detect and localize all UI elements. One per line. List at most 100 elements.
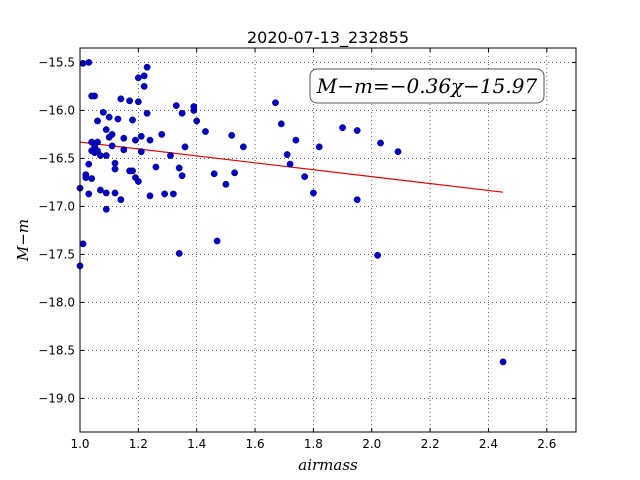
data-point [117,95,125,103]
data-point [213,237,221,245]
data-point [283,151,291,158]
data-point [394,148,402,156]
data-point [143,109,151,117]
data-point [114,115,122,123]
data-point [134,74,142,82]
data-point [108,130,116,138]
data-point [102,189,110,197]
data-point [146,136,154,144]
y-tick-label: −18.5 [38,343,75,357]
x-tick-label: 1.8 [304,437,323,451]
data-point [120,134,128,142]
data-point [178,172,186,180]
y-tick-label: −15.5 [38,55,75,69]
data-point [132,136,139,144]
x-tick-label: 2.2 [421,437,440,451]
data-point [292,136,300,144]
x-tick-label: 1.6 [246,437,265,451]
data-point [140,72,148,80]
x-tick-label: 1.0 [70,437,89,451]
data-point [79,240,87,248]
data-point [181,143,189,151]
data-point [353,196,361,204]
y-tick-label: −16.5 [38,151,75,165]
data-point [152,163,160,171]
data-point [339,124,346,132]
data-point [286,160,294,168]
data-point [146,192,154,200]
data-point [91,92,98,100]
data-point [140,83,148,90]
y-tick-label: −17.5 [38,247,75,261]
data-point [167,152,174,159]
data-point [158,130,166,138]
x-tick-label: 2.6 [537,437,556,451]
data-point [175,164,183,172]
x-axis-label: airmass [298,456,358,474]
fit-equation-annotation: M−m=−0.36χ−15.97 [316,74,538,98]
annotation-frame [309,68,545,104]
data-point [94,117,101,125]
data-point [143,63,151,71]
data-point [353,127,361,134]
data-point [499,358,507,366]
data-point [111,159,119,167]
data-point [102,126,110,134]
data-points [76,59,507,366]
data-point [272,99,279,107]
data-point [102,152,110,159]
data-point [137,132,145,140]
data-point [85,160,93,168]
data-point [377,139,384,147]
data-point [111,165,119,173]
data-point [111,189,119,197]
x-tick-label: 1.2 [129,437,148,451]
data-point [97,152,104,159]
data-point [102,205,110,213]
y-tick-label: −19.0 [38,391,75,405]
data-point [129,116,136,124]
data-point [85,190,93,198]
data-point [190,103,198,110]
y-tick-label: −18.0 [38,295,75,309]
data-point [97,186,104,194]
y-tick-label: −16.0 [38,103,75,117]
data-point [210,170,218,178]
data-point [88,175,96,182]
x-tick-label: 2.0 [362,437,381,451]
chart-title: 2020-07-13_232855 [247,28,409,48]
data-point [172,102,180,110]
data-point [315,143,323,151]
data-point [108,142,116,150]
annotation-box: M−m=−0.36χ−15.97 [309,68,545,104]
data-point [117,196,125,204]
data-point [137,148,145,156]
data-point [85,59,93,66]
data-point [310,189,317,197]
data-point [374,251,381,259]
data-point [277,120,285,128]
data-point [79,59,87,67]
data-point [169,190,177,198]
y-axis-label: M−m [14,219,32,262]
data-point [82,174,90,182]
y-tick-label: −17.0 [38,199,75,213]
data-point [161,190,169,198]
data-point [105,113,113,121]
data-point [193,117,201,125]
data-point [222,180,230,188]
plot-frame [79,47,577,433]
data-point [228,131,236,139]
axis-ticks: 1.0 1.2 1.4 1.6 1.8 2.0 2.2 2.4 2.6 −15.5 −16.0 −16… [38,48,576,451]
x-tick-label: 1.4 [187,437,206,451]
data-point [239,143,247,151]
data-point [129,167,136,175]
data-point [120,146,128,154]
data-point [134,98,142,106]
data-point [134,178,142,185]
data-point [202,128,209,135]
data-point [231,169,239,177]
data-point [99,108,107,116]
x-tick-label: 2.4 [479,437,498,451]
